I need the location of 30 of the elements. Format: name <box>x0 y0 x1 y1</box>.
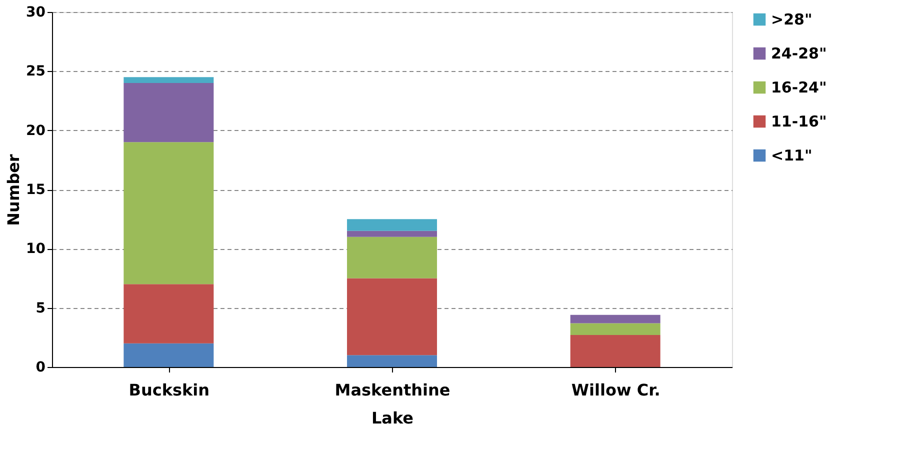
legend-label: >28" <box>771 10 812 28</box>
legend-label: 24-28" <box>771 44 827 62</box>
x-axis-title: Lake <box>371 408 414 428</box>
bar <box>347 230 437 237</box>
bar <box>347 219 437 231</box>
bar <box>124 83 214 142</box>
bar <box>347 236 437 278</box>
x-tick-label: Willow Cr. <box>571 380 660 400</box>
y-tick-label: 30 <box>26 4 46 20</box>
bar <box>124 343 214 367</box>
y-tick-label: 25 <box>26 64 46 80</box>
bar <box>347 278 437 356</box>
y-tick-label: 0 <box>36 360 46 376</box>
x-tick-label: Maskenthine <box>334 380 450 400</box>
bar <box>124 284 214 344</box>
bar <box>347 355 437 367</box>
bar <box>570 335 660 367</box>
y-tick-label: 5 <box>36 300 46 316</box>
x-tick-label: Buckskin <box>128 380 210 400</box>
legend-label: 11-16" <box>771 112 827 130</box>
y-tick-label: 20 <box>26 122 46 139</box>
bar <box>570 314 660 324</box>
y-tick-label: 10 <box>26 241 46 258</box>
legend-label: 16-24" <box>771 78 827 96</box>
bar <box>124 77 214 83</box>
y-axis-title: Number <box>4 154 24 226</box>
bar <box>124 142 214 284</box>
y-tick-label: 15 <box>26 182 46 198</box>
bar <box>570 323 660 336</box>
legend-label: <11" <box>771 146 812 164</box>
